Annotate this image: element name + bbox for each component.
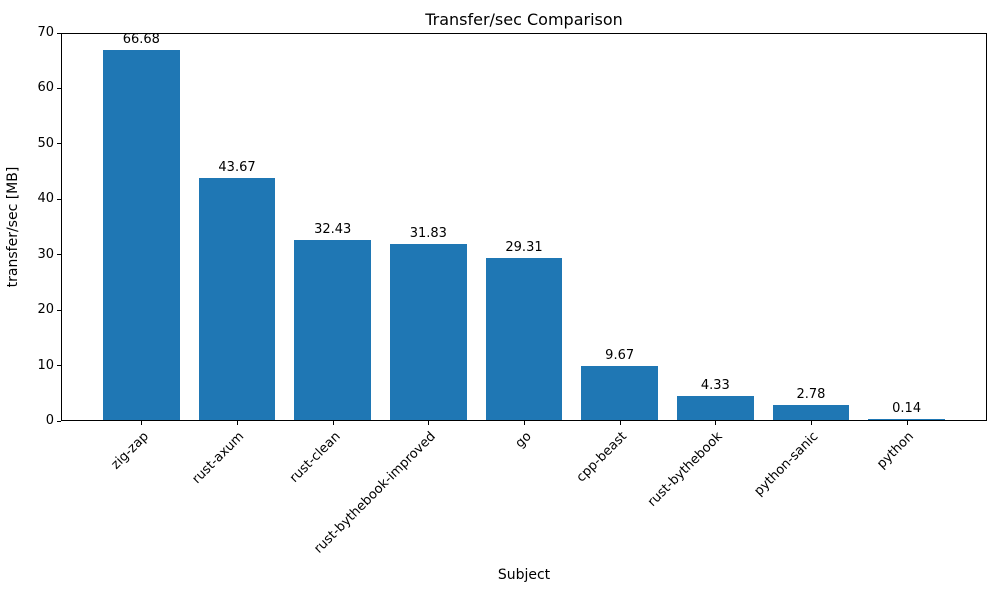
bar-value-label: 2.78: [796, 386, 826, 402]
bar: [198, 177, 276, 420]
x-tick-mark: [237, 421, 239, 425]
y-tick-mark: [57, 309, 61, 311]
y-tick-mark: [57, 198, 61, 200]
bar-value-label: 29.31: [505, 239, 543, 255]
y-tick-label: 30: [37, 246, 54, 262]
y-tick-label: 40: [37, 191, 54, 207]
bar-value-label: 4.33: [700, 378, 730, 393]
y-tick-mark: [57, 420, 61, 422]
y-tick-mark: [57, 143, 61, 145]
x-tick-mark: [428, 421, 430, 425]
x-tick-mark: [715, 421, 717, 425]
x-tick-label: python: [874, 429, 918, 472]
x-tick-label: rust-bythebook: [645, 429, 726, 510]
y-tick-label: 0: [45, 413, 54, 428]
x-tick-mark: [810, 421, 812, 425]
x-tick-mark: [619, 421, 621, 425]
x-tick-label: go: [512, 429, 535, 452]
bar-value-label: 32.43: [314, 222, 352, 238]
plot-area: 66.68 43.67 32.43 31.83 29.31 9.67 4.33 2.78 0.1…: [61, 32, 987, 421]
bar-value-label: 43.67: [218, 159, 256, 175]
y-tick-mark: [57, 365, 61, 367]
x-tick-mark: [141, 421, 143, 425]
bar: [103, 50, 180, 420]
x-tick-label: cpp-beast: [573, 429, 631, 486]
bar-value-label: 9.67: [605, 348, 635, 364]
bar: [772, 404, 850, 420]
y-tick-label: 50: [37, 135, 54, 151]
x-tick-label: python-sanic: [751, 429, 822, 500]
bar: [390, 243, 467, 420]
bar-value-label: 0.14: [892, 401, 922, 416]
y-tick-label: 60: [37, 80, 54, 96]
x-tick-label: zig-zap: [108, 429, 152, 473]
bar: [677, 396, 754, 420]
x-tick-mark: [332, 421, 334, 425]
x-axis-label: Subject: [497, 567, 551, 583]
chart-title: Transfer/sec Comparison: [425, 10, 623, 29]
y-tick-mark: [57, 32, 61, 34]
y-tick-mark: [57, 254, 61, 256]
bar: [294, 240, 371, 420]
x-tick-label: rust-axum: [189, 429, 248, 487]
y-axis-label: transfer/sec [MB]: [5, 166, 21, 288]
bar-value-label: 31.83: [409, 225, 447, 241]
x-tick-label: rust-clean: [286, 429, 344, 486]
y-tick-mark: [57, 87, 61, 89]
bar: [485, 257, 563, 420]
y-tick-label: 20: [37, 302, 54, 318]
y-tick-label: 70: [37, 25, 54, 40]
bar-value-label: 66.68: [122, 32, 160, 48]
x-tick-mark: [524, 421, 525, 425]
x-tick-mark: [906, 421, 908, 425]
bar: [868, 419, 945, 420]
y-tick-label: 10: [37, 357, 54, 373]
bar: [581, 366, 658, 420]
